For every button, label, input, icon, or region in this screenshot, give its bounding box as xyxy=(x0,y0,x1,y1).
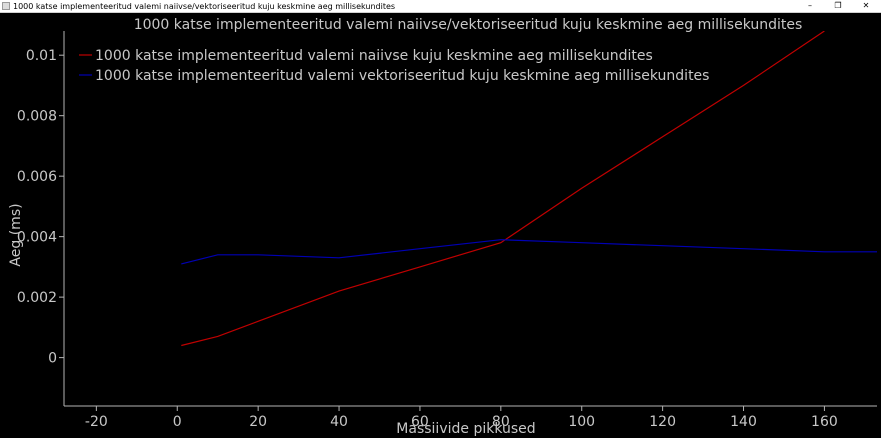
legend-label: 1000 katse implementeeritud valemi naiiv… xyxy=(95,48,653,64)
x-tick-label: 0 xyxy=(173,414,182,430)
y-tick-label: 0.004 xyxy=(17,230,57,246)
y-tick-label: 0.008 xyxy=(17,109,57,125)
chart-title: 1000 katse implementeeritud valemi naiiv… xyxy=(134,17,803,33)
x-tick-label: -20 xyxy=(85,414,108,430)
y-tick-label: 0.002 xyxy=(17,290,57,306)
series-line-2 xyxy=(181,239,877,265)
x-tick-label: 120 xyxy=(649,414,676,430)
close-button[interactable]: ✕ xyxy=(862,1,870,10)
y-axis-label: Aeg (ms) xyxy=(8,203,24,266)
x-tick-label: 20 xyxy=(249,414,267,430)
x-tick-label: 40 xyxy=(330,414,348,430)
line-chart: 1000 katse implementeeritud valemi naiiv… xyxy=(8,17,877,437)
y-tick-label: 0.006 xyxy=(17,169,57,185)
app-icon xyxy=(2,2,10,10)
x-tick-label: 60 xyxy=(411,414,429,430)
window-title: 1000 katse implementeeritud valemi naiiv… xyxy=(13,2,396,11)
window-titlebar: 1000 katse implementeeritud valemi naiiv… xyxy=(0,0,881,13)
y-tick-label: 0.01 xyxy=(26,48,57,64)
y-tick-label: 0 xyxy=(48,351,57,367)
chart-legend: 1000 katse implementeeritud valemi naiiv… xyxy=(79,48,709,84)
x-tick-label: 140 xyxy=(730,414,757,430)
x-tick-label: 80 xyxy=(492,414,510,430)
legend-label: 1000 katse implementeeritud valemi vekto… xyxy=(95,68,709,84)
series-line-1 xyxy=(181,31,825,347)
x-axis-label: Massiivide pikkused xyxy=(396,421,535,437)
x-tick-label: 100 xyxy=(568,414,595,430)
maximize-button[interactable]: ❐ xyxy=(834,1,842,10)
x-tick-label: 160 xyxy=(811,414,838,430)
minimize-button[interactable]: – xyxy=(808,1,812,10)
